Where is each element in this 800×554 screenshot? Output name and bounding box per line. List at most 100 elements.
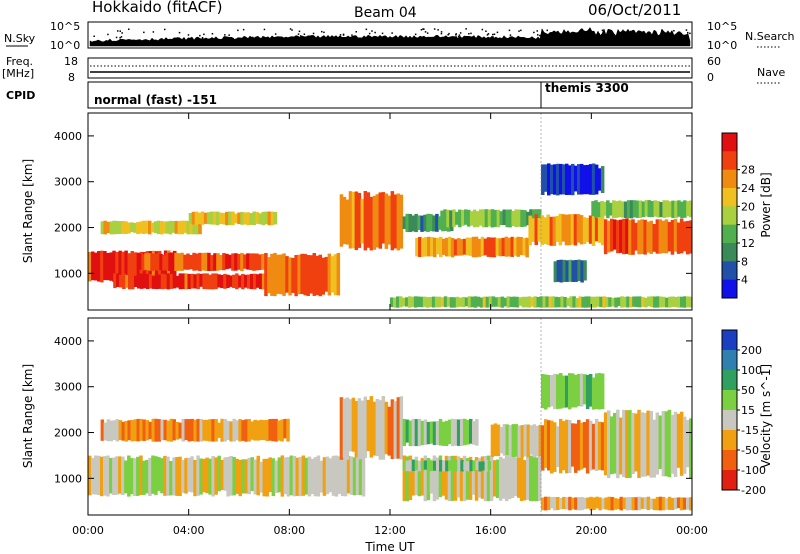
- nsky-dot: [537, 34, 539, 36]
- data-cell: [106, 419, 111, 442]
- data-cell: [249, 213, 253, 225]
- data-cell: [446, 297, 451, 307]
- data-cell: [689, 200, 693, 218]
- data-cell: [498, 238, 503, 257]
- data-cell: [369, 196, 374, 251]
- data-cell: [469, 211, 474, 226]
- data-cell: [124, 420, 129, 442]
- data-cell: [587, 296, 591, 308]
- data-cell: [196, 273, 200, 290]
- data-cell: [324, 256, 329, 292]
- data-cell: [169, 274, 174, 289]
- colorbar-segment: [722, 430, 737, 451]
- data-cell: [238, 275, 242, 288]
- data-cell: [130, 420, 134, 442]
- power-heatmap: [88, 113, 693, 310]
- data-cell: [450, 455, 455, 501]
- data-cell: [558, 213, 563, 246]
- data-cell: [594, 218, 599, 242]
- data-cell: [682, 497, 687, 510]
- data-cell: [213, 211, 217, 225]
- colorbar-segment: [722, 243, 737, 262]
- data-cell: [501, 237, 506, 257]
- data-cell: [141, 254, 145, 271]
- data-cell: [153, 253, 157, 271]
- data-cell: [556, 163, 560, 196]
- colorbar-frame: [721, 132, 738, 299]
- data-cell: [131, 275, 135, 290]
- data-cell: [441, 461, 446, 496]
- data-cell: [484, 460, 489, 472]
- data-cell: [574, 165, 578, 192]
- data-cell: [426, 460, 431, 472]
- data-cell: [505, 424, 510, 456]
- data-cell: [553, 373, 557, 410]
- data-cell: [623, 201, 628, 218]
- data-cell: [147, 253, 151, 271]
- data-cell: [232, 456, 236, 496]
- data-cell: [562, 259, 566, 282]
- colorbar-tick-label: 200: [741, 344, 762, 357]
- data-cell: [554, 296, 558, 308]
- data-cell: [556, 497, 560, 510]
- data-cell: [166, 456, 170, 496]
- data-cell: [366, 192, 371, 248]
- data-cell: [632, 296, 636, 307]
- data-cell: [94, 252, 98, 281]
- nsky-dot: [426, 32, 429, 34]
- data-cell: [586, 497, 590, 509]
- nsky-dot: [446, 37, 449, 39]
- data-cell: [544, 496, 548, 511]
- data-cell: [399, 396, 404, 460]
- data-cell: [475, 460, 479, 470]
- data-cell: [286, 457, 291, 497]
- data-cell: [121, 421, 126, 441]
- nsky-dot: [117, 30, 119, 32]
- data-cell: [280, 455, 285, 497]
- data-band: [541, 496, 693, 511]
- data-cell: [429, 421, 434, 444]
- data-cell: [312, 253, 316, 296]
- data-cell: [655, 219, 660, 254]
- data-cell: [553, 496, 557, 511]
- data-cell: [479, 297, 484, 308]
- data-cell: [502, 424, 507, 456]
- data-cell: [172, 273, 177, 289]
- nsky-dot: [533, 31, 535, 34]
- data-cell: [472, 209, 477, 228]
- data-cell: [585, 419, 590, 474]
- data-cell: [150, 253, 154, 271]
- data-cell: [503, 297, 508, 307]
- data-cell: [238, 459, 242, 497]
- data-cell: [321, 257, 325, 295]
- data-cell: [445, 237, 449, 257]
- data-cell: [390, 297, 394, 307]
- data-cell: [489, 237, 494, 258]
- data-cell: [505, 209, 509, 228]
- data-band: [402, 418, 479, 447]
- data-cell: [475, 419, 479, 446]
- data-cell: [532, 209, 536, 225]
- data-cell: [216, 211, 220, 226]
- data-cell: [154, 418, 158, 442]
- data-cell: [354, 401, 359, 458]
- data-cell: [542, 296, 546, 308]
- data-cell: [517, 425, 522, 458]
- data-cell: [247, 274, 251, 289]
- data-cell: [553, 261, 558, 283]
- data-cell: [237, 254, 241, 270]
- data-cell: [489, 455, 494, 501]
- data-band: [541, 373, 605, 410]
- nsky-dot: [333, 36, 336, 38]
- nsky-dot: [371, 30, 373, 32]
- data-cell: [427, 236, 431, 257]
- data-cell: [513, 237, 517, 256]
- colorbar-segment: [722, 206, 737, 225]
- nsky-dot: [481, 28, 484, 31]
- data-cell: [154, 273, 159, 290]
- data-cell: [670, 219, 675, 255]
- data-cell: [282, 253, 286, 296]
- data-cell: [673, 219, 678, 252]
- data-cell: [585, 374, 590, 409]
- nsky-dot: [576, 37, 578, 39]
